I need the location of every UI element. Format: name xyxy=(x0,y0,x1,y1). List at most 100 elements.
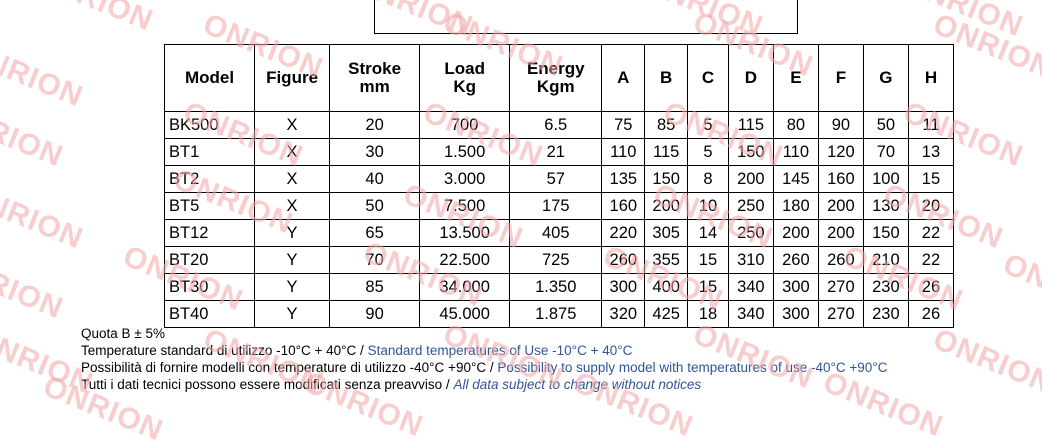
cell-e: 300 xyxy=(772,300,819,328)
cell-f: 120 xyxy=(817,138,864,166)
cell-e: 145 xyxy=(772,165,819,193)
cell-e: 200 xyxy=(772,219,819,247)
cell-b: 115 xyxy=(644,138,689,166)
cell-c: 15 xyxy=(687,246,729,274)
header-c: C xyxy=(687,44,729,112)
header-stroke: Stroke mm xyxy=(329,44,421,112)
note-temperature-en: Standard temperatures of Use -10°C + 40°… xyxy=(367,343,633,358)
note-data: Tutti i dati tecnici possono essere modi… xyxy=(81,376,887,393)
header-load: Load Kg xyxy=(419,44,511,112)
cell-stroke: 65 xyxy=(329,219,421,247)
cell-g: 130 xyxy=(862,192,909,220)
header-stroke-label: Stroke xyxy=(348,59,402,78)
header-d: D xyxy=(727,44,774,112)
cell-d: 250 xyxy=(727,219,774,247)
header-a: A xyxy=(601,44,646,112)
specs-table: Model Figure Stroke mm Load Kg Energy Kgm A… xyxy=(163,44,955,328)
cell-c: 10 xyxy=(687,192,729,220)
cell-stroke: 20 xyxy=(329,111,421,139)
note-data-en: All data subject to change without notic… xyxy=(453,377,702,392)
cell-h: 26 xyxy=(907,300,955,328)
cell-f: 270 xyxy=(817,273,864,301)
header-energy: Energy Kgm xyxy=(509,44,603,112)
cell-e: 300 xyxy=(772,273,819,301)
cell-figure: X xyxy=(254,111,331,139)
cell-h: 11 xyxy=(907,111,955,139)
note-models-en: Possibility to supply model with tempera… xyxy=(497,360,888,375)
cell-g: 100 xyxy=(862,165,909,193)
table-row: BT20 Y 70 22.500 725 260 355 15 310 260 260 210 22 xyxy=(163,246,955,274)
header-load-unit: Kg xyxy=(453,77,476,96)
note-temperature-it: Temperature standard di utilizzo -10°C +… xyxy=(81,343,368,358)
note-quota-text: Quota B ± 5% xyxy=(81,326,165,341)
cell-model: BT30 xyxy=(163,273,256,301)
header-model: Model xyxy=(163,44,256,112)
cell-figure: Y xyxy=(254,246,331,274)
cell-e: 180 xyxy=(772,192,819,220)
cell-d: 310 xyxy=(727,246,774,274)
cell-f: 160 xyxy=(817,165,864,193)
cell-load: 1.500 xyxy=(419,138,511,166)
cell-stroke: 90 xyxy=(329,300,421,328)
cell-c: 18 xyxy=(687,300,729,328)
cell-d: 115 xyxy=(727,111,774,139)
cell-figure: X xyxy=(254,138,331,166)
watermark-text: ONRION xyxy=(998,247,1042,326)
note-data-it: Tutti i dati tecnici possono essere modi… xyxy=(81,377,454,392)
watermark-text: ONRION xyxy=(898,0,1028,44)
cell-d: 150 xyxy=(727,138,774,166)
cell-h: 26 xyxy=(907,273,955,301)
cell-b: 305 xyxy=(644,219,689,247)
cell-load: 3.000 xyxy=(419,165,511,193)
cell-stroke: 50 xyxy=(329,192,421,220)
cell-energy: 1.875 xyxy=(509,300,603,328)
cell-load: 13.500 xyxy=(419,219,511,247)
cell-model: BT12 xyxy=(163,219,256,247)
cell-g: 50 xyxy=(862,111,909,139)
watermark-text: ONRION xyxy=(28,0,158,38)
cell-stroke: 40 xyxy=(329,165,421,193)
watermark-text: ONRION xyxy=(0,177,88,256)
cell-figure: Y xyxy=(254,219,331,247)
cell-g: 70 xyxy=(862,138,909,166)
table-row: BT40 Y 90 45.000 1.875 320 425 18 340 300 270 230 26 xyxy=(163,300,955,328)
cell-model: BT20 xyxy=(163,246,256,274)
watermark-text: ONRION xyxy=(0,35,88,114)
table-row: BT5 X 50 7.500 175 160 200 10 250 180 200 130 20 xyxy=(163,192,955,220)
header-figure: Figure xyxy=(254,44,331,112)
cell-h: 22 xyxy=(907,219,955,247)
cell-stroke: 85 xyxy=(329,273,421,301)
watermark-text: ONRION xyxy=(0,247,68,326)
cell-c: 14 xyxy=(687,219,729,247)
cell-energy: 6.5 xyxy=(509,111,603,139)
cell-figure: X xyxy=(254,165,331,193)
cell-figure: X xyxy=(254,192,331,220)
table-row: BT1 X 30 1.500 21 110 115 5 150 110 120 70 13 xyxy=(163,138,955,166)
cell-figure: Y xyxy=(254,273,331,301)
cell-e: 260 xyxy=(772,246,819,274)
cell-f: 200 xyxy=(817,219,864,247)
header-b: B xyxy=(644,44,689,112)
watermark-text: ONRION xyxy=(0,95,68,174)
cell-load: 700 xyxy=(419,111,511,139)
cell-a: 320 xyxy=(601,300,646,328)
cell-d: 340 xyxy=(727,273,774,301)
cell-model: BT40 xyxy=(163,300,256,328)
cell-a: 160 xyxy=(601,192,646,220)
cell-g: 230 xyxy=(862,300,909,328)
cell-e: 110 xyxy=(772,138,819,166)
cell-g: 210 xyxy=(862,246,909,274)
cell-d: 200 xyxy=(727,165,774,193)
note-temperature: Temperature standard di utilizzo -10°C +… xyxy=(81,342,887,359)
cell-b: 400 xyxy=(644,273,689,301)
header-h: H xyxy=(907,44,955,112)
cell-model: BK500 xyxy=(163,111,256,139)
header-g: G xyxy=(862,44,909,112)
cell-d: 250 xyxy=(727,192,774,220)
cell-g: 230 xyxy=(862,273,909,301)
note-models-it: Possibilità di fornire modelli con tempe… xyxy=(81,360,498,375)
cell-h: 13 xyxy=(907,138,955,166)
cell-a: 75 xyxy=(601,111,646,139)
cell-energy: 725 xyxy=(509,246,603,274)
cell-b: 200 xyxy=(644,192,689,220)
